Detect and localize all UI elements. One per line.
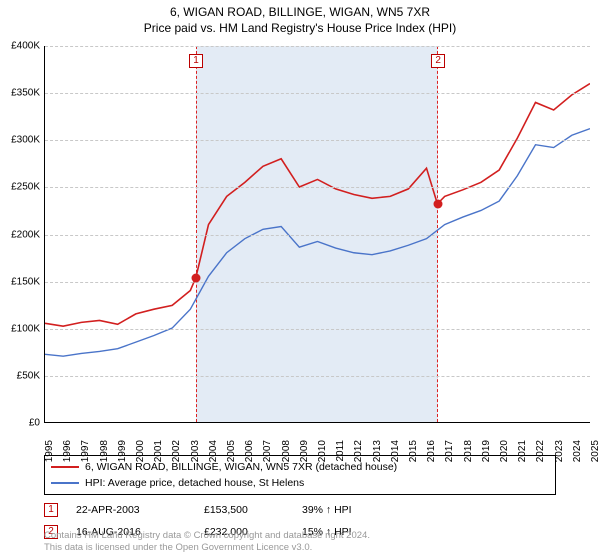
x-tick-label: 2002 [171,440,182,462]
event-marker: 2 [431,54,445,68]
legend-label: HPI: Average price, detached house, St H… [85,477,304,489]
x-tick-label: 2018 [463,440,474,462]
y-tick-label: £350K [0,88,40,99]
footer-line-2: This data is licensed under the Open Gov… [44,542,556,554]
y-tick-label: £400K [0,41,40,52]
x-tick-label: 2021 [517,440,528,462]
plot-area: 12 [44,46,590,423]
x-tick-label: 2024 [572,440,583,462]
x-tick-label: 2008 [281,440,292,462]
gridline [45,140,590,141]
x-tick-label: 2001 [153,440,164,462]
event-pct: 39% ↑ HPI [302,504,402,516]
gridline [45,329,590,330]
page-subtitle: Price paid vs. HM Land Registry's House … [0,20,600,36]
x-tick-label: 2011 [335,440,346,462]
x-tick-label: 1997 [80,440,91,462]
x-tick-label: 2017 [444,440,455,462]
legend-swatch [51,466,79,468]
x-tick-label: 2003 [190,440,201,462]
event-price: £153,500 [204,504,284,516]
legend-swatch [51,482,79,484]
x-tick-label: 1995 [44,440,55,462]
y-tick-label: £0 [0,418,40,429]
x-tick-label: 2007 [262,440,273,462]
data-point-dot [192,274,201,283]
gridline [45,187,590,188]
x-tick-label: 2013 [372,440,383,462]
x-tick-label: 2012 [353,440,364,462]
y-tick-label: £50K [0,370,40,381]
x-tick-label: 2022 [535,440,546,462]
x-tick-label: 1996 [62,440,73,462]
series-line [45,84,590,327]
footer-line-1: Contains HM Land Registry data © Crown c… [44,530,556,542]
y-tick-label: £300K [0,135,40,146]
gridline [45,46,590,47]
x-tick-label: 2006 [244,440,255,462]
x-tick-label: 2023 [554,440,565,462]
x-tick-label: 1999 [117,440,128,462]
gridline [45,376,590,377]
page-title: 6, WIGAN ROAD, BILLINGE, WIGAN, WN5 7XR [0,4,600,20]
gridline [45,235,590,236]
legend-label: 6, WIGAN ROAD, BILLINGE, WIGAN, WN5 7XR … [85,461,397,473]
gridline [45,93,590,94]
x-tick-label: 2005 [226,440,237,462]
x-axis-ticks: 1995199619971998199920002001200220032004… [44,423,590,451]
event-date: 22-APR-2003 [76,504,186,516]
legend-row: HPI: Average price, detached house, St H… [51,475,549,491]
x-tick-label: 2025 [590,440,600,462]
series-line [45,129,590,356]
y-tick-label: £150K [0,276,40,287]
price-chart: £0 £50K £100K £150K £200K £250K £300K £350K £400… [0,36,600,451]
x-tick-label: 2004 [208,440,219,462]
title-area: 6, WIGAN ROAD, BILLINGE, WIGAN, WN5 7XR … [0,0,600,36]
y-tick-label: £100K [0,323,40,334]
x-tick-label: 2020 [499,440,510,462]
x-tick-label: 2019 [481,440,492,462]
y-tick-label: £250K [0,182,40,193]
gridline [45,282,590,283]
event-marker: 1 [189,54,203,68]
x-tick-label: 1998 [99,440,110,462]
x-tick-label: 2000 [135,440,146,462]
footer: Contains HM Land Registry data © Crown c… [44,530,556,554]
x-tick-label: 2016 [426,440,437,462]
x-tick-label: 2014 [390,440,401,462]
event-row: 1 22-APR-2003 £153,500 39% ↑ HPI [44,499,556,521]
x-tick-label: 2015 [408,440,419,462]
x-tick-label: 2010 [317,440,328,462]
y-tick-label: £200K [0,229,40,240]
x-tick-label: 2009 [299,440,310,462]
event-marker-icon: 1 [44,503,58,517]
data-point-dot [434,200,443,209]
